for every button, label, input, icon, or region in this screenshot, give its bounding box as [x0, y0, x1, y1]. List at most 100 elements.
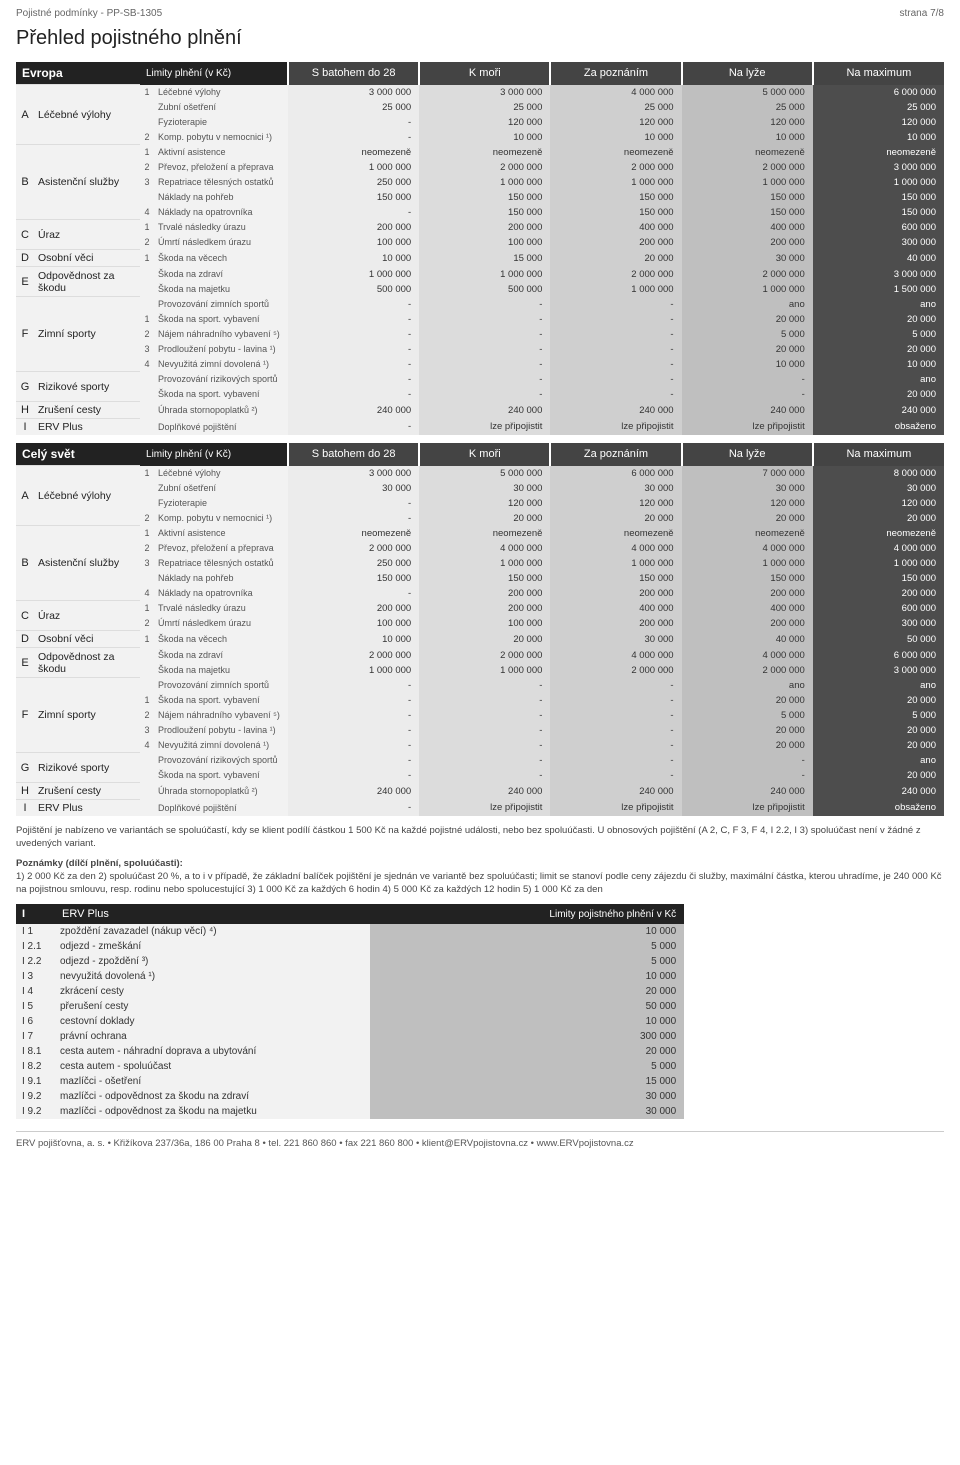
sub-value: 10 000: [370, 969, 684, 984]
row-num: [140, 663, 154, 678]
row-value: -: [288, 496, 419, 511]
sub-item: právní ochrana: [56, 1029, 370, 1044]
col-header: Za poznáním: [550, 62, 681, 85]
row-num: [140, 282, 154, 297]
row-value: 240 000: [288, 783, 419, 800]
row-num: [140, 496, 154, 511]
row-value: 240 000: [288, 402, 419, 419]
sub-row: I 9.2mazlíčci - odpovědnost za škodu na …: [16, 1089, 684, 1104]
row-num: [140, 115, 154, 130]
row-value: -: [288, 130, 419, 145]
row-item: Náklady na opatrovníka: [154, 205, 288, 220]
row-num: [140, 678, 154, 693]
row-item: Úhrada stornopoplatků ²): [154, 402, 288, 419]
row-item: Doplňkové pojištění: [154, 419, 288, 436]
sub-letter: I 8.2: [16, 1059, 56, 1074]
table-row: Škoda na majetku500 000500 0001 000 0001…: [16, 282, 944, 297]
row-item: Léčebné výlohy: [154, 85, 288, 100]
row-num: [140, 648, 154, 663]
row-value: 150 000: [550, 571, 681, 586]
cat-name: Asistenční služby: [34, 145, 140, 220]
table-row: Zubní ošetření25 00025 00025 00025 00025…: [16, 100, 944, 115]
row-value: lze připojistit: [419, 800, 550, 817]
row-num: [140, 481, 154, 496]
row-value: 20 000: [813, 511, 944, 526]
sub-limits: Limity pojistného plnění v Kč: [370, 904, 684, 924]
table-row: 4Nevyužitá zimní dovolená ¹)---20 00020 …: [16, 738, 944, 753]
row-item: Škoda na sport. vybavení: [154, 693, 288, 708]
row-value: -: [419, 678, 550, 693]
sub-letter: I 1: [16, 924, 56, 939]
row-num: [140, 753, 154, 768]
cat-name: ERV Plus: [34, 419, 140, 436]
row-value: 150 000: [419, 571, 550, 586]
table-row: 2Úmrtí následkem úrazu100 000100 000200 …: [16, 616, 944, 631]
table-row: 2Nájem náhradního vybavení ⁵)---5 0005 0…: [16, 708, 944, 723]
row-value: 1 000 000: [288, 267, 419, 282]
row-value: -: [550, 387, 681, 402]
row-value: 20 000: [813, 342, 944, 357]
row-value: -: [288, 738, 419, 753]
row-item: Škoda na sport. vybavení: [154, 768, 288, 783]
row-value: 20 000: [682, 511, 813, 526]
sub-item: cesta autem - náhradní doprava a ubytová…: [56, 1044, 370, 1059]
row-value: 1 000 000: [288, 160, 419, 175]
table-row: Zubní ošetření30 00030 00030 00030 00030…: [16, 481, 944, 496]
sub-row: I 5přerušení cesty50 000: [16, 999, 684, 1014]
table-row: 1Škoda na sport. vybavení---20 00020 000: [16, 312, 944, 327]
sub-letter: I 6: [16, 1014, 56, 1029]
row-value: 200 000: [682, 235, 813, 250]
page-title: Přehled pojistného plnění: [16, 27, 944, 50]
row-num: 2: [140, 327, 154, 342]
sub-row: I 9.1mazlíčci - ošetření15 000: [16, 1074, 684, 1089]
sub-value: 30 000: [370, 1104, 684, 1119]
table-row: IERV PlusDoplňkové pojištění-lze připoji…: [16, 800, 944, 817]
row-value: -: [419, 342, 550, 357]
table-row: 3Prodloužení pobytu - lavina ¹)---20 000…: [16, 723, 944, 738]
row-value: 8 000 000: [813, 466, 944, 481]
row-num: [140, 387, 154, 402]
row-value: neomezeně: [288, 526, 419, 541]
region-name: Celý svět: [16, 443, 140, 466]
row-num: 4: [140, 586, 154, 601]
row-value: 240 000: [550, 783, 681, 800]
row-value: 150 000: [550, 190, 681, 205]
row-value: 2 000 000: [550, 267, 681, 282]
row-value: 4 000 000: [550, 648, 681, 663]
row-value: 150 000: [419, 190, 550, 205]
row-value: 20 000: [813, 693, 944, 708]
row-value: 2 000 000: [288, 541, 419, 556]
table-row: 4Náklady na opatrovníka-150 000150 00015…: [16, 205, 944, 220]
cat-letter: H: [16, 783, 34, 800]
row-value: 200 000: [682, 616, 813, 631]
cat-name: Odpovědnost za škodu: [34, 648, 140, 678]
cat-name: Úraz: [34, 601, 140, 631]
table-row: CÚraz1Trvalé následky úrazu200 000200 00…: [16, 601, 944, 616]
row-value: 120 000: [550, 496, 681, 511]
row-num: [140, 402, 154, 419]
row-value: 40 000: [682, 631, 813, 648]
table-row: 4Nevyužitá zimní dovolená ¹)---10 00010 …: [16, 357, 944, 372]
cat-letter: F: [16, 297, 34, 372]
sub-letter: I 9.2: [16, 1089, 56, 1104]
footer: ERV pojišťovna, a. s. • Křižíkova 237/36…: [16, 1131, 944, 1149]
row-value: 1 000 000: [419, 663, 550, 678]
row-value: neomezeně: [550, 526, 681, 541]
row-item: Převoz, přeložení a přeprava: [154, 160, 288, 175]
row-num: [140, 783, 154, 800]
sub-item: nevyužitá dovolená ¹): [56, 969, 370, 984]
row-value: neomezeně: [813, 526, 944, 541]
row-value: -: [682, 387, 813, 402]
row-item: Fyzioterapie: [154, 496, 288, 511]
row-value: lze připojistit: [682, 419, 813, 436]
row-item: Trvalé následky úrazu: [154, 601, 288, 616]
sub-row: I 6cestovní doklady10 000: [16, 1014, 684, 1029]
row-value: 200 000: [288, 601, 419, 616]
row-value: 240 000: [419, 402, 550, 419]
row-value: 300 000: [813, 616, 944, 631]
col-header: K moři: [419, 62, 550, 85]
cat-name: Zimní sporty: [34, 297, 140, 372]
row-value: 2 000 000: [419, 160, 550, 175]
row-item: Aktivní asistence: [154, 145, 288, 160]
row-value: lze připojistit: [682, 800, 813, 817]
